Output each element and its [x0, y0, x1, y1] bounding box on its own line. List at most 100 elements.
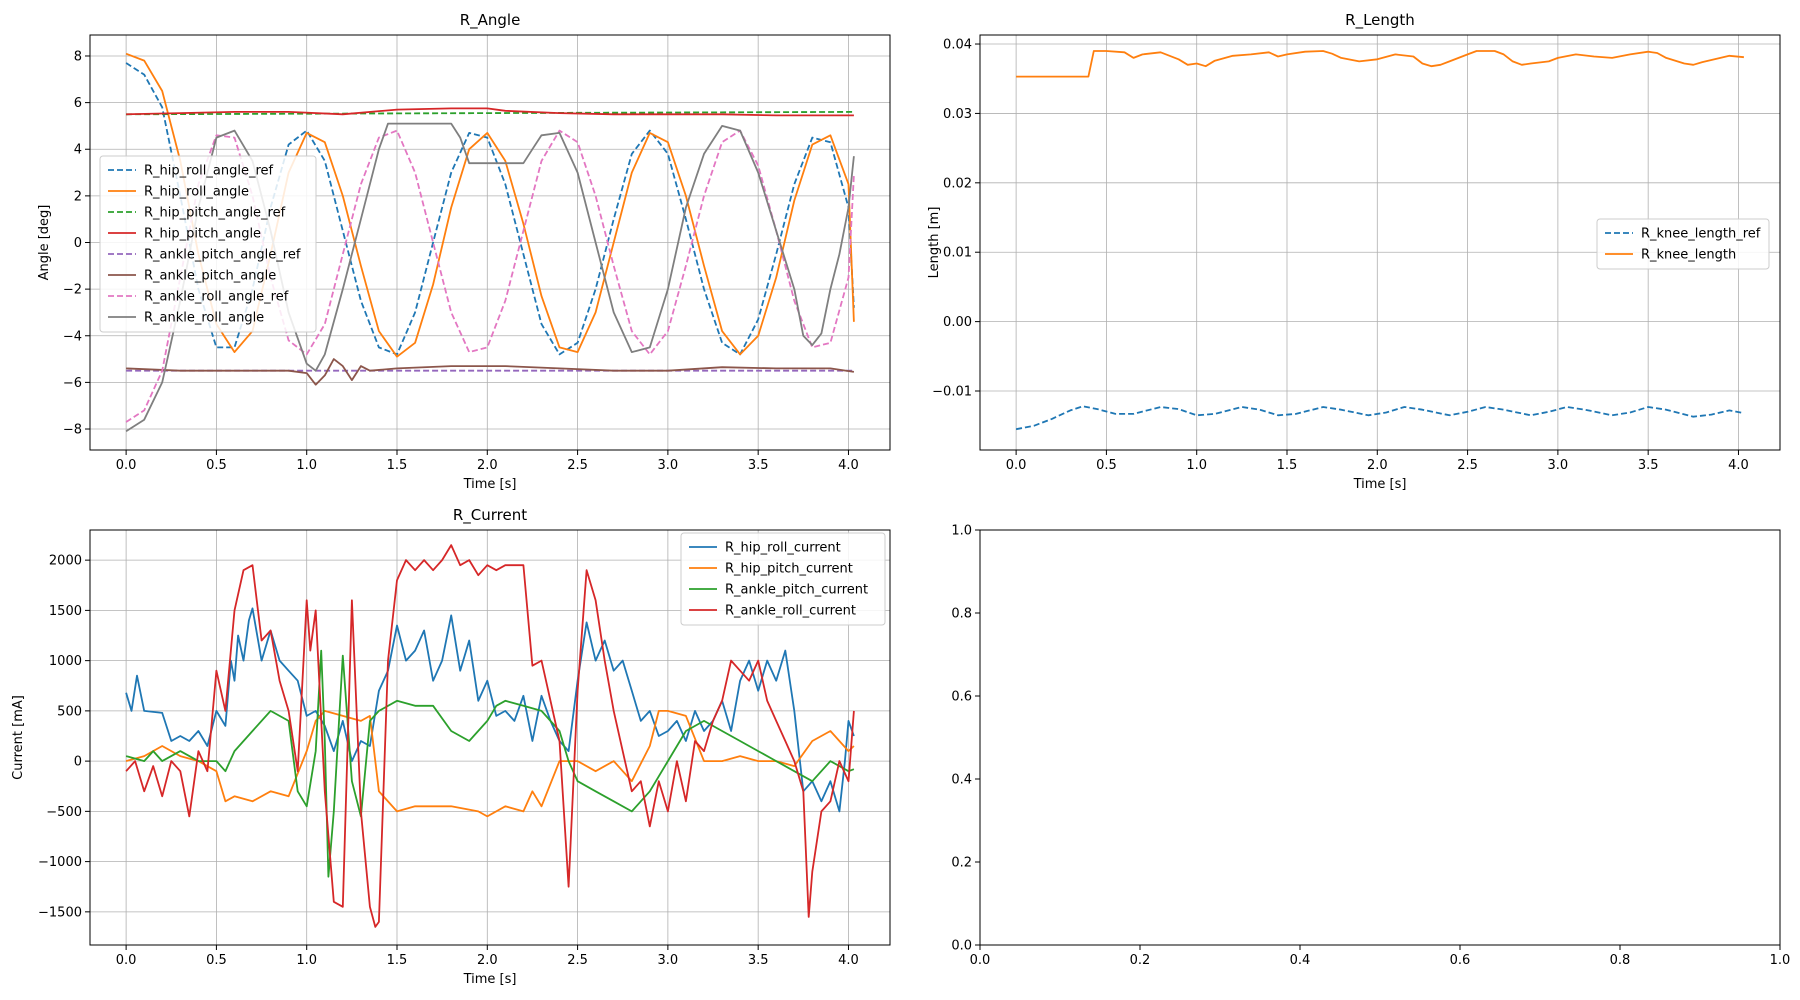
- y-tick-label: −2: [63, 283, 82, 298]
- x-tick-label: 0.2: [1130, 953, 1151, 968]
- x-tick-label: 0.5: [1096, 458, 1117, 473]
- x-tick-label: 0.5: [206, 953, 227, 968]
- legend-label: R_hip_pitch_current: [725, 562, 853, 577]
- y-tick-label: 6: [74, 96, 82, 111]
- legend: R_hip_roll_current R_hip_pitch_current R_a…: [680, 532, 886, 626]
- x-tick-label: 1.0: [296, 953, 317, 968]
- chart-panel-2: 0.0 0.5 1.0 1.5 2.0 2.5 3.0 3.5 4.0 −0.01 0.00 0.01…: [927, 11, 1781, 492]
- y-tick-label: 0.01: [943, 246, 972, 261]
- legend-label: R_hip_pitch_angle: [144, 227, 261, 242]
- axes-frame: [979, 529, 1781, 946]
- series-line-R_hip_pitch_angle_ref: [126, 111, 854, 116]
- x-tick-label: 2.5: [567, 458, 588, 473]
- y-tick-label: −1500: [38, 905, 82, 920]
- chart-title: R_Length: [1345, 11, 1415, 30]
- x-tick-label: 1.5: [1277, 458, 1298, 473]
- x-tick-label: 2.0: [477, 458, 498, 473]
- legend-box: [1596, 218, 1770, 270]
- y-tick-label: 0.00: [943, 315, 972, 330]
- legend-box: [680, 532, 886, 626]
- x-tick-label: 0.8: [1610, 953, 1631, 968]
- series-line-R_hip_pitch_angle: [126, 107, 854, 117]
- series-line-R_knee_length: [1016, 50, 1744, 78]
- x-tick-label: 2.5: [1457, 458, 1478, 473]
- series-line-R_ankle_roll_current: [125, 544, 855, 928]
- y-axis-label: Length [m]: [927, 207, 942, 279]
- x-tick-label: 4.0: [838, 953, 859, 968]
- chart-title: R_Current: [453, 506, 527, 525]
- y-tick-label: −6: [63, 376, 82, 391]
- y-tick-label: −4: [63, 329, 82, 344]
- y-tick-label: 0.2: [951, 856, 972, 871]
- series-line-R_ankle_pitch_current: [125, 649, 855, 878]
- legend-label: R_ankle_pitch_current: [725, 583, 868, 598]
- x-tick-label: 1.0: [1770, 953, 1791, 968]
- y-tick-label: 2000: [49, 554, 82, 569]
- y-tick-label: 0: [74, 755, 82, 770]
- y-tick-label: −500: [46, 805, 82, 820]
- y-tick-label: 2: [74, 189, 82, 204]
- y-tick-label: 8: [74, 49, 82, 64]
- series-line-R_hip_roll_angle: [125, 52, 855, 358]
- x-axis-label: Time [s]: [463, 972, 517, 987]
- x-tick-label: 3.0: [658, 953, 679, 968]
- x-tick-label: 0.0: [1006, 458, 1027, 473]
- x-tick-label: 3.0: [658, 458, 679, 473]
- x-tick-label: 1.0: [1186, 458, 1207, 473]
- axes-frame: [89, 529, 891, 946]
- series-line-R_hip_roll_current: [125, 607, 855, 813]
- y-axis-label: Current [mA]: [11, 695, 26, 780]
- legend-label: R_hip_pitch_angle_ref: [144, 206, 286, 221]
- x-tick-label: 3.5: [1638, 458, 1659, 473]
- legend-label: R_ankle_roll_current: [725, 604, 856, 619]
- chart-title: R_Angle: [460, 11, 521, 30]
- chart-panel-1: 0.0 0.5 1.0 1.5 2.0 2.5 3.0 3.5 4.0 −8 −6 −4 −2 0 2 4 6 8…: [37, 11, 891, 492]
- y-tick-label: 0.02: [943, 176, 972, 191]
- x-axis-label: Time [s]: [1353, 477, 1407, 492]
- legend-label: R_ankle_pitch_angle_ref: [144, 248, 301, 263]
- axes-frame: [979, 34, 1781, 451]
- legend-label: R_ankle_roll_angle_ref: [144, 290, 289, 305]
- x-tick-label: 3.5: [748, 953, 769, 968]
- legend-label: R_hip_roll_angle_ref: [144, 164, 273, 179]
- legend-label: R_ankle_roll_angle: [144, 311, 264, 326]
- y-tick-label: 0.4: [951, 773, 972, 788]
- legend-label: R_knee_length: [1641, 248, 1736, 263]
- x-tick-label: 3.0: [1548, 458, 1569, 473]
- x-tick-label: 0.6: [1450, 953, 1471, 968]
- x-tick-label: 2.5: [567, 953, 588, 968]
- y-tick-label: 0: [74, 236, 82, 251]
- x-tick-label: 1.5: [387, 458, 408, 473]
- x-tick-label: 4.0: [838, 458, 859, 473]
- y-tick-label: 1.0: [951, 524, 972, 539]
- x-tick-label: 0.5: [206, 458, 227, 473]
- y-tick-label: 0.0: [951, 939, 972, 954]
- x-tick-label: 0.4: [1290, 953, 1311, 968]
- y-tick-label: −0.01: [932, 385, 972, 400]
- y-tick-label: 0.03: [943, 107, 972, 122]
- y-tick-label: −1000: [38, 855, 82, 870]
- legend-label: R_ankle_pitch_angle: [144, 269, 276, 284]
- chart-panel-3: 0.0 0.5 1.0 1.5 2.0 2.5 3.0 3.5 4.0 −1500 −1000 −50…: [11, 506, 891, 987]
- x-tick-label: 0.0: [116, 458, 137, 473]
- y-tick-label: 0.04: [943, 38, 972, 53]
- x-tick-label: 0.0: [116, 953, 137, 968]
- chart-panel-4: 0.0 0.2 0.4 0.6 0.8 1.0 0.0 0.2 0.4 0.6 0.8 1.0: [951, 524, 1790, 969]
- legend-label: R_knee_length_ref: [1641, 227, 1761, 242]
- y-tick-label: −8: [63, 423, 82, 438]
- legend-label: R_hip_roll_current: [725, 541, 841, 556]
- x-tick-label: 2.0: [477, 953, 498, 968]
- legend-label: R_hip_roll_angle: [144, 185, 249, 200]
- y-tick-label: 1500: [49, 604, 82, 619]
- x-tick-label: 0.0: [970, 953, 991, 968]
- x-tick-label: 1.5: [387, 953, 408, 968]
- x-tick-label: 3.5: [748, 458, 769, 473]
- x-tick-label: 1.0: [296, 458, 317, 473]
- x-tick-label: 2.0: [1367, 458, 1388, 473]
- y-tick-label: 0.8: [951, 607, 972, 622]
- x-tick-label: 4.0: [1728, 458, 1749, 473]
- y-tick-label: 500: [57, 704, 82, 719]
- y-axis-label: Angle [deg]: [37, 205, 52, 281]
- y-tick-label: 1000: [49, 654, 82, 669]
